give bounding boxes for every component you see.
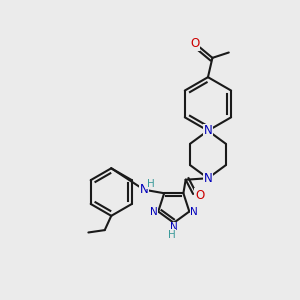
Text: N: N [204, 124, 212, 137]
Text: N: N [140, 183, 148, 196]
Text: O: O [190, 37, 199, 50]
Text: N: N [150, 206, 158, 217]
Text: N: N [170, 222, 178, 232]
Text: N: N [190, 206, 198, 217]
Text: N: N [204, 172, 212, 185]
Text: O: O [195, 189, 204, 202]
Text: H: H [167, 230, 175, 240]
Text: H: H [147, 179, 154, 189]
